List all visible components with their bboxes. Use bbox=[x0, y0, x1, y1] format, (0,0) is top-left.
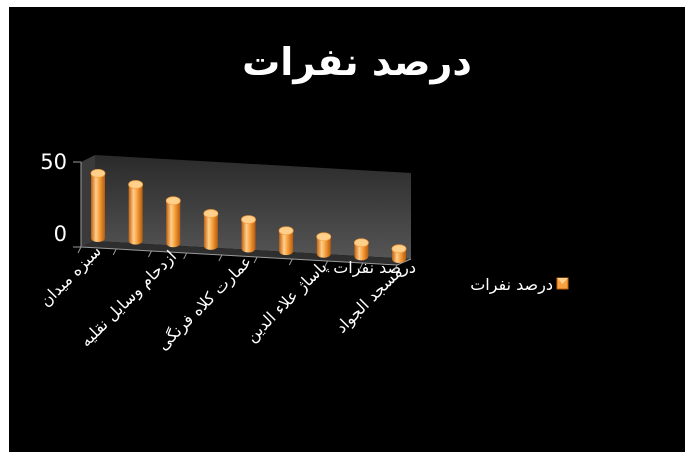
bar-0 bbox=[90, 168, 106, 242]
depth-axis-label: درصد نفرات bbox=[333, 258, 416, 278]
bar-body bbox=[241, 219, 256, 253]
depth-axis-line bbox=[396, 258, 412, 266]
bar-body bbox=[166, 200, 181, 248]
bar-3 bbox=[203, 209, 219, 250]
bar-8 bbox=[391, 244, 407, 263]
bar-2 bbox=[165, 196, 181, 248]
bar-top bbox=[353, 238, 369, 248]
x-tick bbox=[359, 262, 364, 270]
x-tick bbox=[183, 252, 188, 260]
bar-4 bbox=[241, 215, 256, 253]
chart-title: درصد نفرات bbox=[242, 40, 472, 84]
bar-body bbox=[128, 184, 143, 245]
bar-top bbox=[90, 168, 106, 178]
bar-chart: درصد نفرات 50 0 درصد نفرات سبزه میدانازد… bbox=[36, 40, 569, 355]
bar-6 bbox=[316, 232, 332, 258]
x-tick bbox=[288, 258, 293, 266]
x-tick bbox=[324, 260, 329, 268]
legend-swatch-shade bbox=[557, 278, 568, 284]
bar-5 bbox=[278, 226, 294, 256]
bar-top bbox=[278, 226, 294, 236]
category-label-6: پاساژ علاء الدین bbox=[242, 257, 331, 346]
floor bbox=[81, 241, 411, 265]
bar-1 bbox=[128, 180, 144, 245]
legend-label: درصد نفرات bbox=[470, 275, 553, 295]
bar-top bbox=[241, 215, 256, 225]
bar-body bbox=[354, 242, 369, 261]
bar-top bbox=[165, 196, 181, 206]
x-tick bbox=[112, 248, 117, 256]
bars-group bbox=[90, 168, 407, 263]
x-axis-line bbox=[80, 246, 398, 266]
bar-body bbox=[279, 230, 294, 256]
x-tick bbox=[253, 256, 258, 264]
y-tick-label-50: 50 bbox=[40, 150, 67, 174]
x-tick bbox=[218, 254, 223, 262]
bar-top bbox=[316, 232, 332, 242]
bar-top bbox=[203, 209, 219, 218]
y-tick-label-0: 0 bbox=[54, 222, 67, 246]
x-tick bbox=[393, 264, 398, 272]
bar-7 bbox=[353, 238, 369, 261]
x-tick bbox=[77, 246, 82, 254]
bar-body bbox=[316, 236, 331, 258]
bar-top bbox=[391, 244, 407, 254]
bar-body bbox=[203, 213, 218, 250]
category-label-0: سبزه میدان bbox=[36, 241, 106, 311]
bar-top bbox=[128, 180, 144, 189]
x-tick bbox=[147, 250, 152, 258]
legend: درصد نفرات bbox=[470, 275, 569, 295]
chart-area: درصد نفرات 50 0 درصد نفرات سبزه میدان ازد… bbox=[9, 7, 685, 452]
bar-body bbox=[91, 173, 105, 242]
